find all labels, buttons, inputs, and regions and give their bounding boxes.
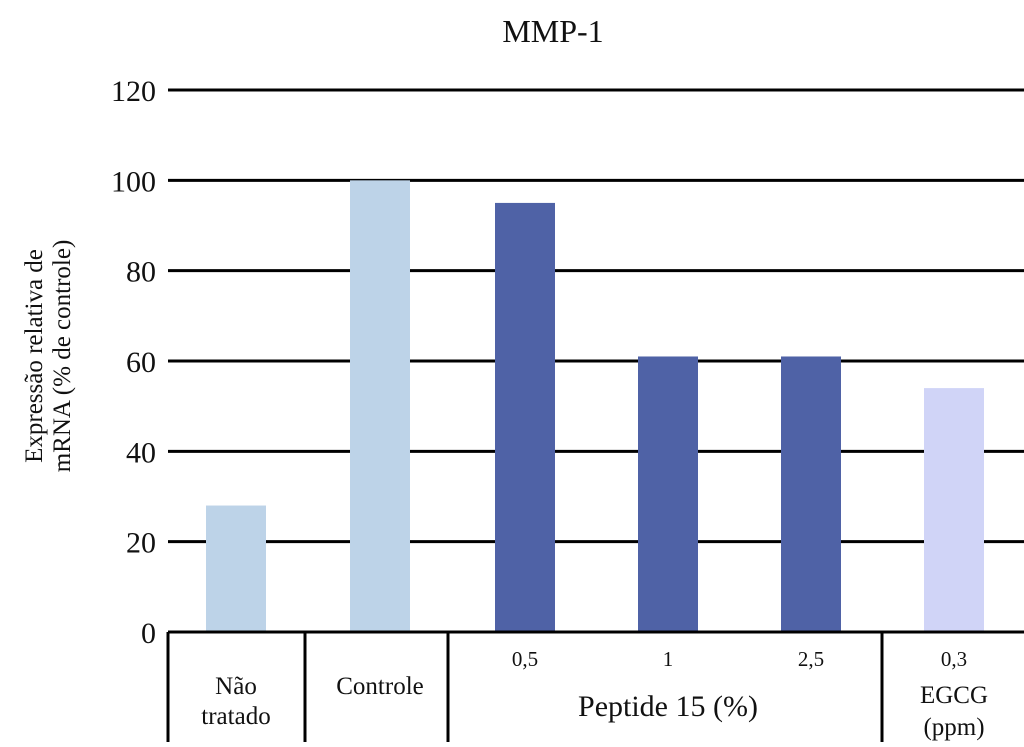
y-tick-label: 80 [126,256,156,289]
group-label-line: (ppm) [923,714,984,741]
bar-sub-label: 2,5 [798,647,824,671]
group-label-line: Não [215,673,257,700]
bar [781,356,841,632]
bar-sub-label: 0,5 [512,647,538,671]
group-label-line: EGCG [920,682,988,709]
bar [638,356,698,632]
y-tick-label: 100 [111,165,156,198]
group-label-line: tratado [201,703,270,730]
category-table [166,630,1024,742]
group-labels: Não tratado Controle Peptide 15 (%) EGCG (ppm… [201,673,988,741]
y-tick-label: 40 [126,436,156,469]
group-label-line: Controle [336,673,424,700]
bar-sub-labels: 0,5 1 2,5 0,3 [512,647,967,671]
bar-sub-label: 0,3 [941,647,967,671]
chart-title: MMP-1 [502,13,603,49]
y-tick-label: 60 [126,346,156,379]
bar [924,388,984,632]
y-axis-label-line-1: Expressão relativa de [21,249,48,463]
bar-sub-label: 1 [663,647,674,671]
y-tick-labels: 0 20 40 60 80 100 120 [111,75,156,650]
y-tick-label: 0 [141,617,156,650]
y-axis-label: Expressão relativa de mRNA (% de control… [21,240,76,473]
y-axis-label-line-2: mRNA (% de controle) [49,240,76,473]
bars [206,180,984,633]
gridlines [168,88,1024,544]
bar [495,202,555,632]
y-tick-label: 20 [126,527,156,560]
y-tick-label: 120 [111,75,156,108]
group-label-line: Peptide 15 (%) [578,690,758,723]
bar [206,505,266,632]
bar [350,180,410,633]
